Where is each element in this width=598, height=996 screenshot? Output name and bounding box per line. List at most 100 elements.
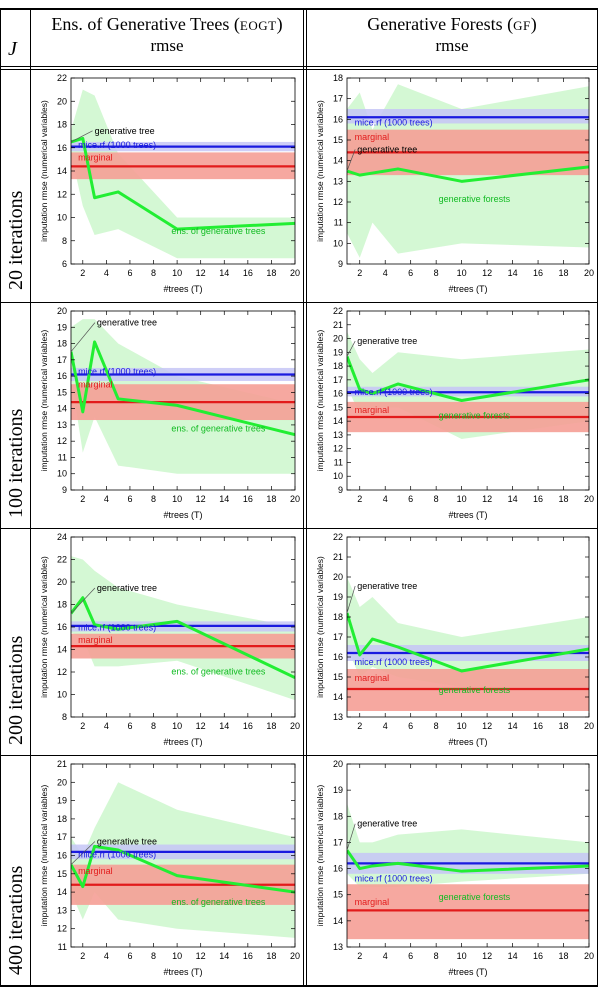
x-tick-label: 4 [104,268,109,278]
y-tick-label: 12 [333,444,343,454]
y-tick-label: 10 [57,690,67,700]
generative-tree-label: generative tree [357,336,417,346]
y-axis-label: imputation rmse (numerical variables) [315,784,325,926]
x-axis-label: #trees (T) [448,967,487,977]
y-tick-label: 22 [333,532,343,542]
y-tick-label: 12 [57,189,67,199]
y-tick-label: 18 [333,811,343,821]
x-tick-label: 10 [172,494,182,504]
chart-r3c2: 2 4 6 8 10 12 14 16 18 20 13 14 15 16 17 18 19 20 21 22 #tre… [315,532,594,747]
x-tick-label: 12 [196,268,206,278]
x-tick-label: 2 [80,951,85,961]
generative-tree-pointer [346,823,356,851]
x-tick-label: 12 [196,721,206,731]
y-tick-label: 15 [333,890,343,900]
y-tick-label: 15 [333,402,343,412]
marginal-label: marginal [78,866,113,876]
generative-tree-label: generative tree [95,126,155,136]
y-tick-label: 22 [57,555,67,565]
plot-frame [346,536,590,718]
y-tick-label: 13 [333,430,343,440]
generative-tree-pointer [70,587,96,614]
table-bottom-rule [0,985,598,987]
x-tick-label: 14 [219,721,229,731]
y-tick-label: 13 [57,420,67,430]
y-tick-label: 10 [57,469,67,479]
chart-r3c1: 2 4 6 8 10 12 14 16 18 2081012141618202224#trees … [39,532,300,747]
y-axis-label: imputation rmse (numerical variables) [39,784,49,926]
x-tick-label: 20 [584,721,594,731]
x-tick-label: 18 [266,721,276,731]
series-label: ens. of generative trees [171,423,266,433]
chart-r2c2: 2 4 6 8 10 12 14 16 18 20 9 10 11 12 13 14 15 16 17 18 19 20 2… [315,306,594,520]
mice-rf-label: mice.rf (1000 trees) [78,366,156,376]
y-axis-label: imputation rmse (numerical variables) [39,556,49,698]
table-left-border [0,8,1,987]
series-label: ens. of generative trees [171,897,266,907]
x-tick-label: 12 [482,951,492,961]
y-tick-label: 16 [57,851,67,861]
row-label-200: 200 iterations [5,635,27,745]
x-tick-label: 16 [533,268,543,278]
x-tick-label: 2 [357,494,362,504]
j-column-label: J [8,38,17,60]
x-tick-label: 10 [457,268,467,278]
x-tick-label: 10 [172,268,182,278]
y-tick-label: 16 [57,143,67,153]
y-tick-label: 16 [333,652,343,662]
x-tick-label: 8 [151,494,156,504]
series-band [71,782,295,938]
x-tick-label: 18 [266,951,276,961]
col-divider-left-2 [306,8,307,987]
mice-rf-label: mice.rf (1000 trees) [78,140,156,150]
series-label: ens. of generative trees [171,226,266,236]
y-tick-label: 10 [57,213,67,223]
x-tick-label: 8 [434,951,439,961]
y-tick-label: 21 [333,320,343,330]
generative-tree-pointer [346,585,356,614]
generative-tree-label: generative tree [97,318,157,328]
series-label: ens. of generative trees [171,666,266,676]
col1-title: Ens. of Generative Trees [51,14,230,34]
x-tick-label: 8 [151,721,156,731]
col-divider-left [303,8,304,987]
y-tick-label: 13 [57,905,67,915]
y-tick-label: 22 [57,73,67,83]
table-header-rule-2 [0,69,598,70]
marginal-band [347,884,589,940]
y-tick-label: 14 [57,645,67,655]
y-tick-label: 15 [57,869,67,879]
x-tick-label: 4 [383,494,388,504]
x-tick-label: 16 [243,268,253,278]
x-tick-label: 8 [151,268,156,278]
marginal-label: marginal [355,405,390,415]
col1-header: Ens. of Generative Trees (EOGT) rmse [31,14,303,56]
x-tick-label: 20 [584,951,594,961]
generative-tree-pointer [346,149,356,172]
x-tick-label: 16 [533,721,543,731]
y-axis-label: imputation rmse (numerical variables) [315,329,325,471]
y-tick-label: 10 [333,471,343,481]
generative-tree-pointer [70,841,96,865]
y-tick-label: 6 [62,259,67,269]
y-tick-label: 13 [333,942,343,952]
x-tick-label: 2 [80,721,85,731]
y-axis-label: imputation rmse (numerical variables) [315,100,325,242]
y-tick-label: 11 [58,452,67,462]
x-tick-label: 6 [127,268,132,278]
x-tick-label: 10 [457,494,467,504]
marginal-label: marginal [78,379,113,389]
y-tick-label: 8 [62,236,67,246]
x-tick-label: 12 [482,494,492,504]
y-tick-label: 14 [333,916,343,926]
x-tick-label: 10 [457,721,467,731]
x-axis-label: #trees (T) [448,284,487,294]
y-tick-label: 19 [57,322,67,332]
x-axis-label: #trees (T) [448,510,487,520]
plot-frame [70,310,296,491]
y-tick-label: 20 [57,777,67,787]
x-tick-label: 20 [584,494,594,504]
y-tick-label: 14 [333,156,343,166]
mice-rf-label: mice.rf (1000 trees) [78,849,156,859]
x-tick-label: 16 [243,494,253,504]
